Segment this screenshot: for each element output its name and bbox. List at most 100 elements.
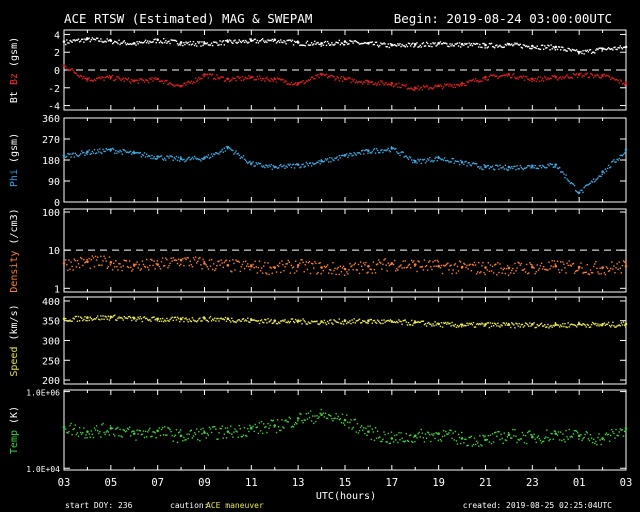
data-dot xyxy=(248,41,250,44)
data-dot xyxy=(335,78,337,80)
data-dot xyxy=(624,81,627,83)
data-dot xyxy=(382,82,384,84)
data-dot xyxy=(441,158,444,160)
data-dot xyxy=(468,42,470,44)
data-dot xyxy=(81,75,83,78)
data-dot xyxy=(518,439,520,441)
data-dot xyxy=(284,41,286,43)
data-dot xyxy=(126,427,129,430)
data-dot xyxy=(412,88,414,91)
data-dot xyxy=(78,266,81,269)
data-dot xyxy=(223,44,226,46)
data-dot xyxy=(436,432,438,435)
data-dot xyxy=(184,318,186,320)
data-dot xyxy=(431,325,433,327)
data-dot xyxy=(129,43,132,45)
caution-value: ACE maneuver xyxy=(206,501,264,510)
data-dot xyxy=(548,164,550,167)
data-dot xyxy=(304,321,306,323)
data-point xyxy=(203,431,206,434)
y-axis-label: Bt Bz (gsm) xyxy=(9,37,20,103)
data-dot xyxy=(538,324,541,327)
begin-time: Begin: 2019-08-24 03:00:00UTC xyxy=(394,11,612,26)
data-dot xyxy=(397,269,399,271)
data-dot xyxy=(129,266,132,269)
data-dot xyxy=(182,440,184,442)
data-dot xyxy=(270,77,272,80)
data-dot xyxy=(165,320,167,322)
data-point xyxy=(484,75,487,79)
data-dot xyxy=(279,262,281,264)
data-dot xyxy=(379,44,381,47)
caution-label: caution: xyxy=(170,501,209,510)
data-dot xyxy=(83,258,85,261)
data-dot xyxy=(401,437,403,439)
data-dot xyxy=(182,316,184,319)
data-dot xyxy=(590,437,593,439)
data-dot xyxy=(180,263,182,266)
data-dot xyxy=(442,86,445,88)
data-dot xyxy=(584,73,586,75)
data-dot xyxy=(92,257,95,259)
data-dot xyxy=(373,83,376,86)
data-dot xyxy=(531,167,533,169)
data-dot xyxy=(487,262,490,264)
data-dot xyxy=(560,49,562,51)
data-dot xyxy=(330,161,332,163)
data-dot xyxy=(461,84,463,87)
data-dot xyxy=(256,426,259,428)
data-dot xyxy=(528,78,530,81)
data-dot xyxy=(388,84,391,86)
data-dot xyxy=(217,44,219,47)
data-dot xyxy=(71,153,73,155)
data-dot xyxy=(293,321,296,324)
data-dot xyxy=(581,324,583,326)
data-dot xyxy=(68,320,70,322)
data-dot xyxy=(279,322,281,324)
data-dot xyxy=(258,40,261,42)
data-dot xyxy=(440,85,443,87)
data-dot xyxy=(463,325,465,327)
data-dot xyxy=(172,257,174,259)
data-dot xyxy=(364,320,366,322)
data-dot xyxy=(119,263,121,265)
data-dot xyxy=(484,165,486,167)
data-dot xyxy=(280,271,282,274)
data-dot xyxy=(516,77,518,79)
data-dot xyxy=(102,315,104,317)
data-dot xyxy=(273,166,276,168)
data-dot xyxy=(584,324,586,326)
data-point xyxy=(531,77,534,81)
data-dot xyxy=(595,322,597,325)
data-dot xyxy=(595,49,597,51)
data-dot xyxy=(202,427,204,430)
data-dot xyxy=(600,443,602,446)
data-dot xyxy=(169,81,171,84)
data-dot xyxy=(332,323,334,325)
data-dot xyxy=(466,165,468,167)
data-dot xyxy=(177,156,180,159)
data-dot xyxy=(175,429,178,431)
data-point xyxy=(62,40,66,43)
data-dot xyxy=(360,81,363,83)
data-dot xyxy=(421,89,424,91)
data-dot xyxy=(250,426,252,428)
data-dot xyxy=(349,320,351,322)
data-dot xyxy=(337,415,339,418)
data-dot xyxy=(154,38,156,40)
data-dot xyxy=(580,262,582,264)
data-dot xyxy=(287,421,289,423)
data-point xyxy=(343,418,347,422)
data-dot xyxy=(189,40,191,43)
data-dot xyxy=(379,151,381,154)
data-dot xyxy=(155,78,157,81)
data-dot xyxy=(99,40,101,42)
y-tick-label: 1.0E+04 xyxy=(26,465,60,474)
data-dot xyxy=(73,71,75,73)
data-dot xyxy=(247,263,249,265)
data-dot xyxy=(307,261,310,264)
data-dot xyxy=(377,437,380,439)
data-dot xyxy=(571,436,574,438)
data-dot xyxy=(213,153,215,155)
